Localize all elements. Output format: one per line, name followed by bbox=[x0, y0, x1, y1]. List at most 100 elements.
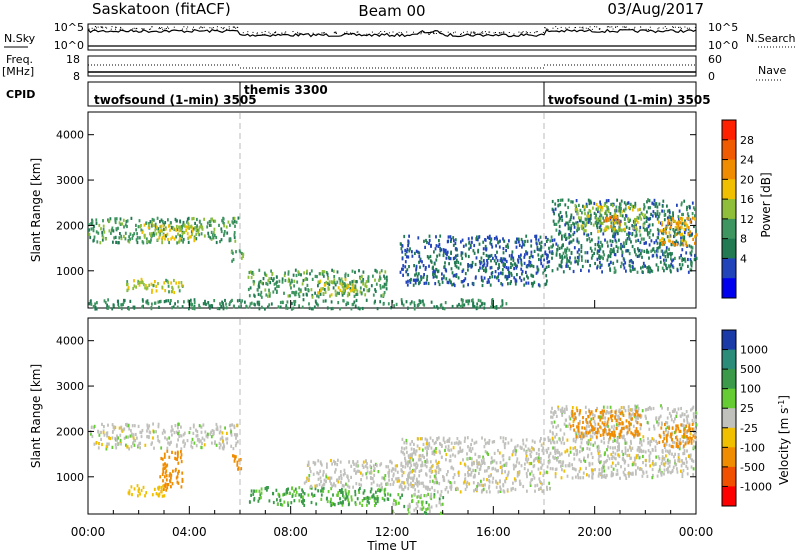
velocity-cell bbox=[277, 492, 280, 496]
power-cell bbox=[614, 217, 617, 221]
power-cell bbox=[475, 237, 478, 241]
power-cell bbox=[524, 239, 526, 244]
power-cell bbox=[680, 226, 683, 230]
power-cell bbox=[477, 298, 480, 302]
velocity-cell bbox=[456, 487, 459, 491]
nsearch-dot bbox=[609, 26, 611, 28]
power-cell bbox=[90, 227, 93, 231]
velocity-cell bbox=[552, 455, 554, 459]
power-cell bbox=[183, 224, 186, 228]
power-cell bbox=[236, 299, 239, 303]
power-cell bbox=[610, 243, 613, 247]
power-cell bbox=[585, 202, 588, 206]
velocity-cell bbox=[586, 441, 588, 445]
power-cell bbox=[642, 261, 645, 265]
velocity-cell bbox=[140, 488, 143, 493]
nsearch-dot bbox=[503, 31, 505, 33]
power-cell bbox=[140, 280, 142, 285]
nsearch-dot bbox=[159, 27, 160, 29]
velocity-cell bbox=[573, 457, 576, 461]
velocity-cell bbox=[683, 435, 686, 439]
velocity-cell bbox=[286, 491, 288, 495]
velocity-cell bbox=[623, 458, 625, 462]
power-cell bbox=[455, 274, 458, 278]
power-cell bbox=[317, 291, 319, 295]
power-cell bbox=[666, 266, 668, 271]
velocity-cell bbox=[384, 487, 387, 491]
velocity-cell bbox=[499, 479, 501, 483]
velocity-cell bbox=[530, 461, 533, 466]
power-cell bbox=[293, 284, 295, 288]
power-cell bbox=[453, 283, 456, 288]
power-cell bbox=[421, 260, 423, 264]
power-cell bbox=[658, 202, 661, 206]
power-cell bbox=[578, 203, 580, 207]
power-cell bbox=[670, 262, 673, 266]
velocity-cell bbox=[611, 425, 613, 429]
power-cell bbox=[693, 258, 696, 262]
power-cell bbox=[454, 256, 457, 260]
power-cell bbox=[490, 305, 492, 309]
velocity-cell bbox=[316, 483, 318, 488]
power-cell bbox=[672, 214, 674, 218]
power-cell bbox=[535, 237, 537, 241]
velocity-cell bbox=[575, 406, 578, 410]
nsearch-dot bbox=[680, 27, 682, 29]
power-cell bbox=[637, 249, 640, 253]
velocity-cell bbox=[571, 476, 574, 480]
velocity-cell bbox=[518, 479, 521, 483]
power-cell bbox=[103, 230, 106, 234]
power-cell bbox=[278, 279, 281, 283]
velocity-cell bbox=[539, 460, 542, 464]
power-cell bbox=[229, 301, 231, 305]
velocity-cell bbox=[511, 453, 514, 457]
velocity-cell bbox=[144, 443, 147, 447]
velocity-cell bbox=[633, 456, 636, 460]
power-cell bbox=[557, 220, 560, 224]
power-cell bbox=[561, 257, 564, 261]
power-cell bbox=[101, 234, 104, 238]
power-cell bbox=[612, 247, 615, 251]
velocity-cell bbox=[388, 478, 390, 482]
power-cell bbox=[418, 299, 421, 303]
nsearch-dot bbox=[611, 26, 613, 28]
velocity-cell bbox=[652, 448, 654, 452]
velocity-cell bbox=[437, 460, 440, 464]
power-cell bbox=[149, 240, 152, 244]
velocity-cell bbox=[685, 460, 688, 464]
power-cell bbox=[152, 231, 155, 235]
power-cell bbox=[186, 232, 189, 236]
power-cell bbox=[408, 249, 411, 253]
velocity-cell bbox=[663, 472, 665, 476]
velocity-cell bbox=[632, 461, 635, 465]
velocity-cell bbox=[523, 448, 525, 452]
power-cell bbox=[559, 198, 562, 202]
velocity-cell bbox=[429, 479, 431, 484]
velocity-cell bbox=[661, 455, 664, 459]
power-cell bbox=[587, 198, 590, 202]
power-cell bbox=[340, 283, 343, 287]
velocity-cell bbox=[281, 503, 284, 507]
power-cell bbox=[485, 253, 488, 258]
power-cell bbox=[695, 256, 698, 260]
power-cell bbox=[143, 233, 146, 237]
velocity-cell bbox=[426, 460, 429, 464]
power-cell bbox=[364, 284, 367, 288]
power-cell bbox=[441, 272, 443, 276]
power-cell bbox=[501, 283, 504, 287]
velocity-cell bbox=[367, 496, 370, 500]
power-cell bbox=[605, 219, 608, 223]
velocity-cell bbox=[480, 490, 483, 494]
velocity-cell bbox=[476, 485, 478, 489]
velocity-cell bbox=[370, 469, 373, 473]
power-cell bbox=[129, 299, 132, 303]
power-cell bbox=[178, 237, 181, 241]
velocity-cell bbox=[695, 433, 697, 437]
velocity-cell bbox=[600, 439, 603, 443]
power-cell bbox=[93, 235, 96, 239]
power-cell bbox=[423, 281, 426, 285]
velocity-cell bbox=[565, 405, 568, 409]
power-cell bbox=[486, 280, 489, 284]
power-cell bbox=[516, 237, 518, 241]
velocity-cell bbox=[366, 495, 369, 500]
